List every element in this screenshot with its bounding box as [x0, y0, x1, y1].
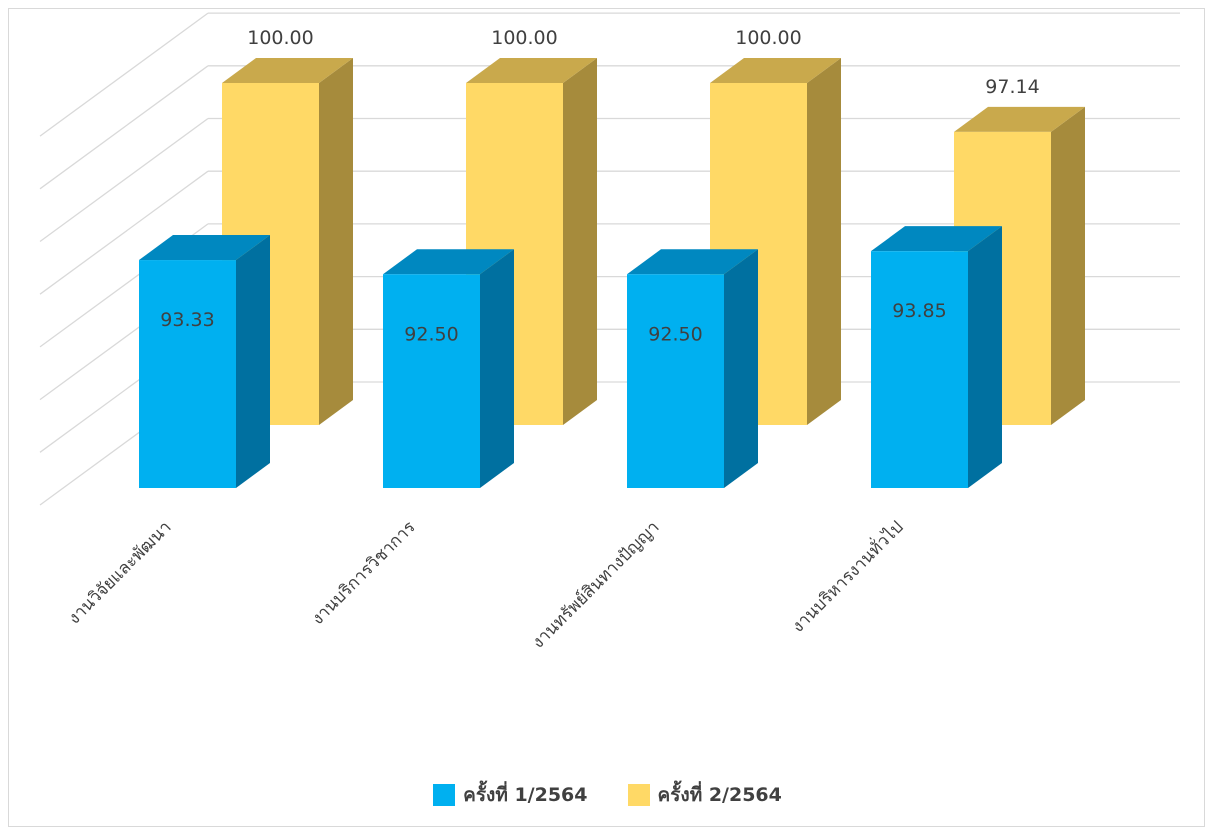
bar-side-face — [1051, 106, 1085, 425]
legend: ครั้งที่ 1/2564 ครั้งที่ 2/2564 — [0, 780, 1215, 810]
bar-top-face — [710, 58, 841, 83]
data-label-series-2-1: 100.00 — [247, 27, 313, 49]
bar-side-face — [968, 226, 1002, 489]
bar-top-face — [954, 106, 1085, 132]
category-label-4: งานบริหารงานทั่วไป — [786, 515, 908, 637]
data-label-series-2-2: 100.00 — [491, 27, 557, 49]
legend-item-series-1: ครั้งที่ 1/2564 — [433, 780, 588, 810]
data-label-series-1-1: 93.33 — [160, 309, 214, 331]
legend-label-series-2: ครั้งที่ 2/2564 — [657, 784, 782, 806]
data-label-series-1-4: 93.85 — [892, 300, 946, 322]
data-label-series-1-3: 92.50 — [648, 323, 702, 345]
bar-front-face — [383, 274, 480, 488]
legend-swatch-series-2 — [627, 784, 650, 806]
bar-top-face — [466, 58, 597, 83]
bar-side-face — [724, 249, 758, 488]
bar-top-face — [383, 249, 514, 275]
gridline-side — [39, 65, 209, 190]
bar-series-1-2: 92.50 — [383, 249, 514, 488]
bar-side-face — [480, 249, 514, 488]
gridline-side — [39, 12, 209, 137]
gridline-side — [39, 117, 209, 243]
bar-side-face — [807, 58, 841, 425]
bar-series-1-4: 93.85 — [871, 226, 1002, 489]
bar-side-face — [236, 235, 270, 488]
bar-side-face — [319, 58, 353, 425]
bar-front-face — [139, 260, 236, 488]
bar-top-face — [871, 226, 1002, 252]
bar-side-face — [563, 58, 597, 425]
bars: 100.00 100.00 100.00 97.14 93.33 92.50 92.50 93… — [139, 27, 1085, 489]
bar-top-face — [139, 235, 270, 261]
category-label-2: งานบริการวิชาการ — [308, 517, 420, 629]
category-labels: งานวิจัยและพัฒนา งานบริการวิชาการ งานทรัพย… — [64, 515, 907, 652]
legend-item-series-2: ครั้งที่ 2/2564 — [627, 780, 782, 810]
bar-series-1-3: 92.50 — [627, 249, 758, 488]
category-label-1: งานวิจัยและพัฒนา — [64, 517, 175, 628]
category-label-3: งานทรัพย์สินทางปัญญา — [528, 517, 663, 652]
legend-label-series-1: ครั้งที่ 1/2564 — [463, 784, 588, 806]
bar-series-1-1: 93.33 — [139, 235, 270, 488]
legend-swatch-series-1 — [433, 784, 456, 806]
data-label-series-2-3: 100.00 — [735, 27, 801, 49]
data-label-series-1-2: 92.50 — [404, 323, 458, 345]
data-label-series-2-4: 97.14 — [985, 76, 1039, 98]
bar-top-face — [627, 249, 758, 275]
gridline-side — [39, 170, 209, 295]
bar-front-face — [871, 251, 968, 488]
bar-top-face — [222, 58, 353, 83]
bar-front-face — [627, 274, 724, 488]
